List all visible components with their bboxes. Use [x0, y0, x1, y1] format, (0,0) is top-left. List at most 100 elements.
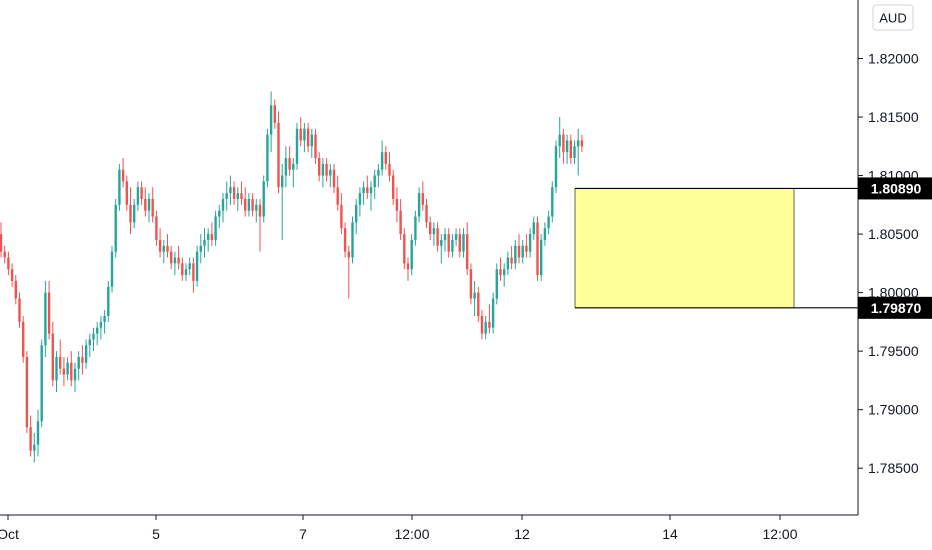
- candle: [107, 280, 110, 322]
- candle-body: [355, 204, 358, 223]
- candle-body: [562, 134, 565, 153]
- currency-button[interactable]: AUD: [872, 4, 914, 31]
- candle: [336, 175, 339, 211]
- candle: [403, 228, 406, 270]
- candle-body: [184, 269, 188, 276]
- candle-body: [88, 339, 91, 346]
- candle-body: [36, 421, 40, 445]
- candle: [277, 111, 280, 194]
- candle: [184, 263, 188, 281]
- candle: [207, 228, 210, 252]
- candle: [380, 140, 384, 176]
- candle: [251, 193, 254, 217]
- candle-body: [292, 163, 295, 170]
- candle-body: [503, 269, 506, 276]
- candle: [7, 251, 10, 276]
- candle: [110, 245, 114, 293]
- candle: [303, 122, 306, 153]
- candle-body: [251, 198, 254, 211]
- candle-body: [177, 257, 180, 264]
- candle: [247, 193, 251, 217]
- candle: [440, 234, 443, 264]
- candle-body: [77, 356, 80, 369]
- candle-body: [358, 193, 362, 205]
- candle: [388, 152, 391, 182]
- candle-body: [458, 234, 461, 252]
- candle: [47, 280, 51, 340]
- candle: [536, 216, 539, 281]
- candle-body: [343, 228, 347, 252]
- candle: [358, 187, 362, 217]
- candle-body: [536, 222, 539, 276]
- candle-body: [247, 198, 251, 211]
- candle: [421, 181, 424, 211]
- candle-body: [506, 257, 510, 270]
- candle-body: [295, 128, 299, 164]
- candle-body: [366, 187, 369, 194]
- candle-body: [181, 263, 184, 276]
- candle-body: [166, 245, 169, 252]
- candle-body: [395, 198, 399, 211]
- candle: [155, 210, 158, 246]
- price-tag-bottom[interactable]: 1.79870: [858, 296, 932, 319]
- price-tick-label: 1.82000: [868, 51, 919, 67]
- candle: [491, 292, 495, 334]
- candle-body: [203, 239, 206, 246]
- candle-body: [110, 251, 114, 287]
- candle: [229, 175, 232, 205]
- price-scale[interactable]: 1.785001.790001.795001.800001.805001.810…: [858, 51, 919, 477]
- time-tick-label: 12:00: [762, 526, 797, 542]
- candle: [36, 409, 40, 457]
- candle: [392, 169, 395, 205]
- candle: [477, 286, 480, 322]
- candle: [244, 187, 247, 217]
- candle: [147, 193, 151, 223]
- candle: [284, 146, 288, 188]
- candle: [495, 263, 498, 305]
- candle: [362, 181, 365, 205]
- candle-body: [332, 169, 336, 188]
- price-tag-top[interactable]: 1.80890: [858, 177, 932, 200]
- candle-body: [14, 280, 17, 299]
- candle: [299, 117, 302, 147]
- candle-body: [147, 198, 151, 211]
- candle-body: [288, 158, 291, 170]
- time-scale[interactable]: Oct 5 7 12:00 12 14 12:00: [0, 515, 798, 542]
- candle: [203, 228, 206, 258]
- candle-body: [44, 292, 47, 346]
- candle: [140, 181, 143, 205]
- candle: [377, 163, 380, 188]
- time-tick-label: 5: [152, 526, 160, 542]
- candle-body: [477, 292, 480, 317]
- candle: [343, 222, 347, 258]
- candle: [240, 181, 243, 205]
- candle: [540, 234, 543, 281]
- candle: [121, 158, 125, 188]
- candle-body: [158, 239, 162, 252]
- currency-label: AUD: [879, 11, 906, 26]
- candle-body: [107, 286, 110, 317]
- highlight-zone[interactable]: [574, 188, 795, 309]
- candle: [84, 339, 88, 369]
- candle: [543, 222, 547, 246]
- candle-body: [499, 269, 502, 276]
- candle-body: [540, 239, 543, 276]
- candle: [395, 187, 399, 223]
- candle-body: [207, 234, 210, 240]
- candle-body: [336, 187, 339, 205]
- candle-body: [380, 152, 384, 170]
- candle: [577, 128, 580, 176]
- candle-body: [103, 316, 106, 322]
- candle: [447, 228, 450, 258]
- candle: [469, 263, 473, 305]
- candle-body: [29, 427, 32, 451]
- candle-body: [543, 228, 547, 240]
- candle: [22, 316, 25, 363]
- candle: [332, 163, 336, 194]
- candle: [273, 99, 276, 129]
- candle: [77, 351, 80, 381]
- candle: [454, 228, 458, 246]
- candle: [528, 228, 532, 258]
- candle-body: [92, 333, 95, 340]
